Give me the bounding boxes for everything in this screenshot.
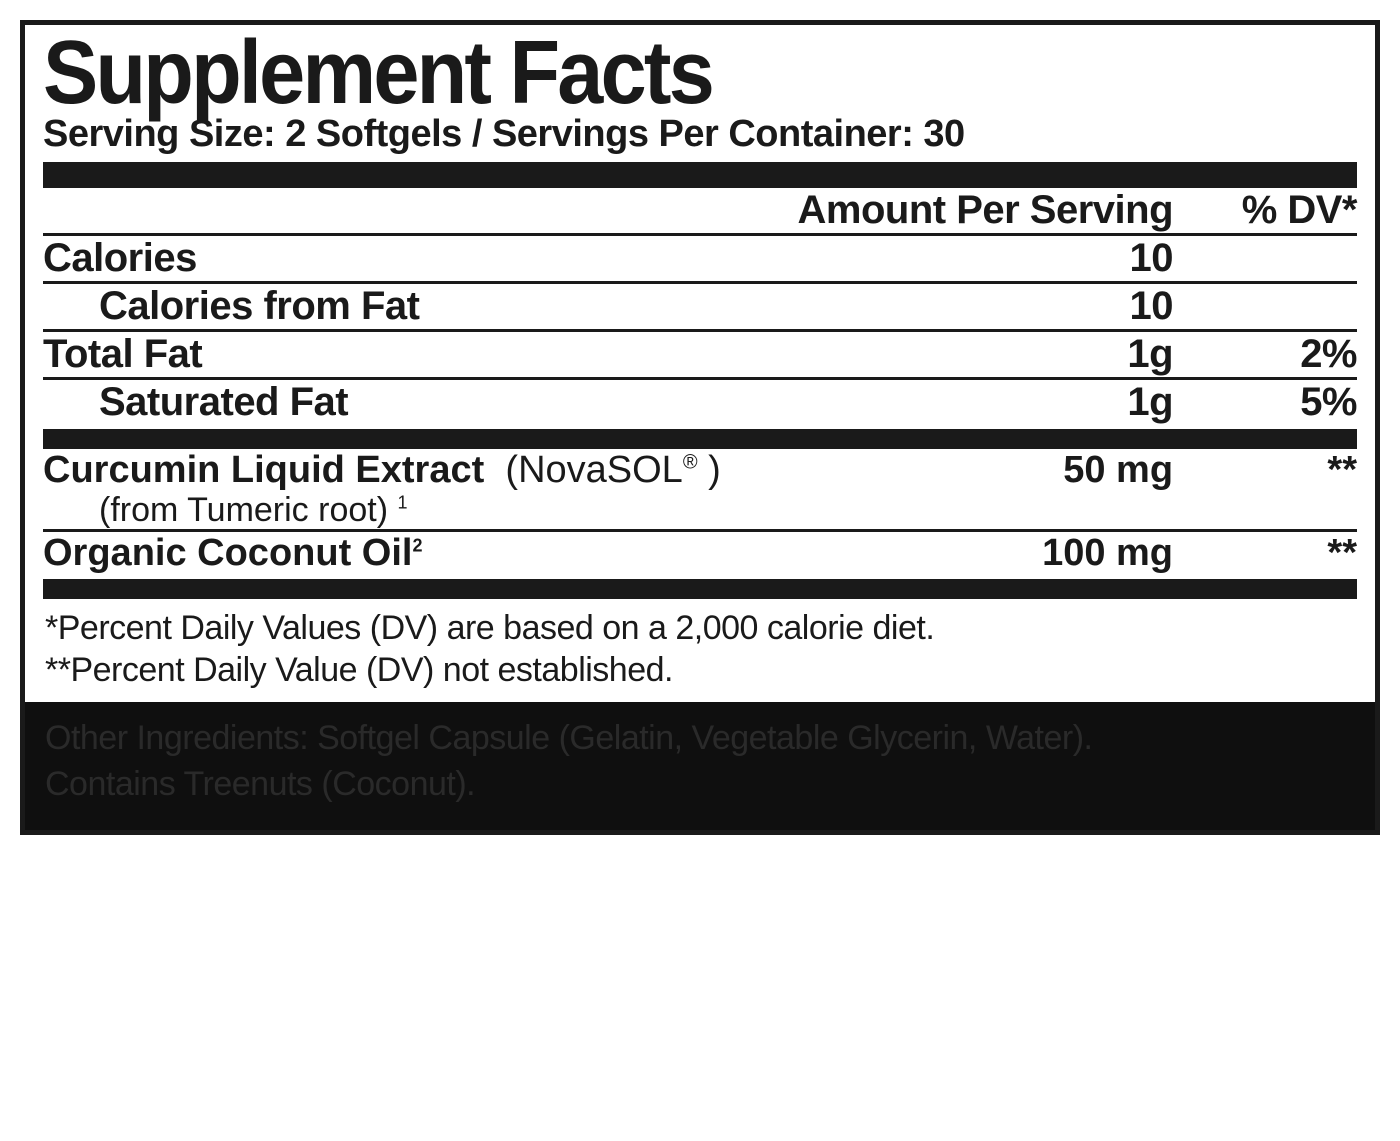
ingredients-table: Curcumin Liquid Extract (NovaSOL® ) (fro… xyxy=(43,449,1357,575)
label: Calories xyxy=(43,236,779,281)
panel-title: Supplement Facts xyxy=(43,31,1252,117)
dv: ** xyxy=(1173,449,1357,529)
divider-thick xyxy=(43,162,1357,188)
row-curcumin: Curcumin Liquid Extract (NovaSOL® ) (fro… xyxy=(43,449,1357,529)
footnote-a: *Percent Daily Values (DV) are based on … xyxy=(45,607,1357,650)
amount: 100 mg xyxy=(779,532,1173,575)
amount: 10 xyxy=(779,284,1173,329)
other-ingredients-strip: Other Ingredients: Softgel Capsule (Gela… xyxy=(25,702,1375,830)
row-saturated-fat: Saturated Fat 1g 5% xyxy=(43,380,1357,425)
dark-line-1: Other Ingredients: Softgel Capsule (Gela… xyxy=(45,716,1355,762)
label: Organic Coconut Oil2 xyxy=(43,532,779,575)
footnotes: *Percent Daily Values (DV) are based on … xyxy=(43,607,1357,692)
label-main: Curcumin Liquid Extract xyxy=(43,449,484,491)
supplement-facts-panel: Supplement Facts Serving Size: 2 Softgel… xyxy=(20,20,1380,835)
dv xyxy=(1173,236,1357,281)
amount: 10 xyxy=(779,236,1173,281)
dv: 5% xyxy=(1173,380,1357,425)
amount: 1g xyxy=(779,380,1173,425)
facts-table: Amount Per Serving % DV* Calories 10 Cal… xyxy=(43,188,1357,425)
amount: 50 mg xyxy=(779,449,1173,529)
dv: ** xyxy=(1173,532,1357,575)
dv xyxy=(1173,284,1357,329)
column-header-row: Amount Per Serving % DV* xyxy=(43,188,1357,233)
label-sub: (from Tumeric root) 1 xyxy=(43,492,779,529)
header-dv: % DV* xyxy=(1173,188,1357,233)
row-total-fat: Total Fat 1g 2% xyxy=(43,332,1357,377)
row-calories-from-fat: Calories from Fat 10 xyxy=(43,284,1357,329)
label: Curcumin Liquid Extract (NovaSOL® ) (fro… xyxy=(43,449,779,529)
divider-medium xyxy=(43,579,1357,599)
divider-medium xyxy=(43,429,1357,449)
label: Total Fat xyxy=(43,332,779,377)
label: Calories from Fat xyxy=(43,284,779,329)
label: Saturated Fat xyxy=(43,380,779,425)
row-coconut: Organic Coconut Oil2 100 mg ** xyxy=(43,532,1357,575)
dark-line-2: Contains Treenuts (Coconut). xyxy=(45,762,1355,808)
amount: 1g xyxy=(779,332,1173,377)
header-amount: Amount Per Serving xyxy=(779,188,1173,233)
footnote-b: **Percent Daily Value (DV) not establish… xyxy=(45,649,1357,692)
row-calories: Calories 10 xyxy=(43,236,1357,281)
dv: 2% xyxy=(1173,332,1357,377)
